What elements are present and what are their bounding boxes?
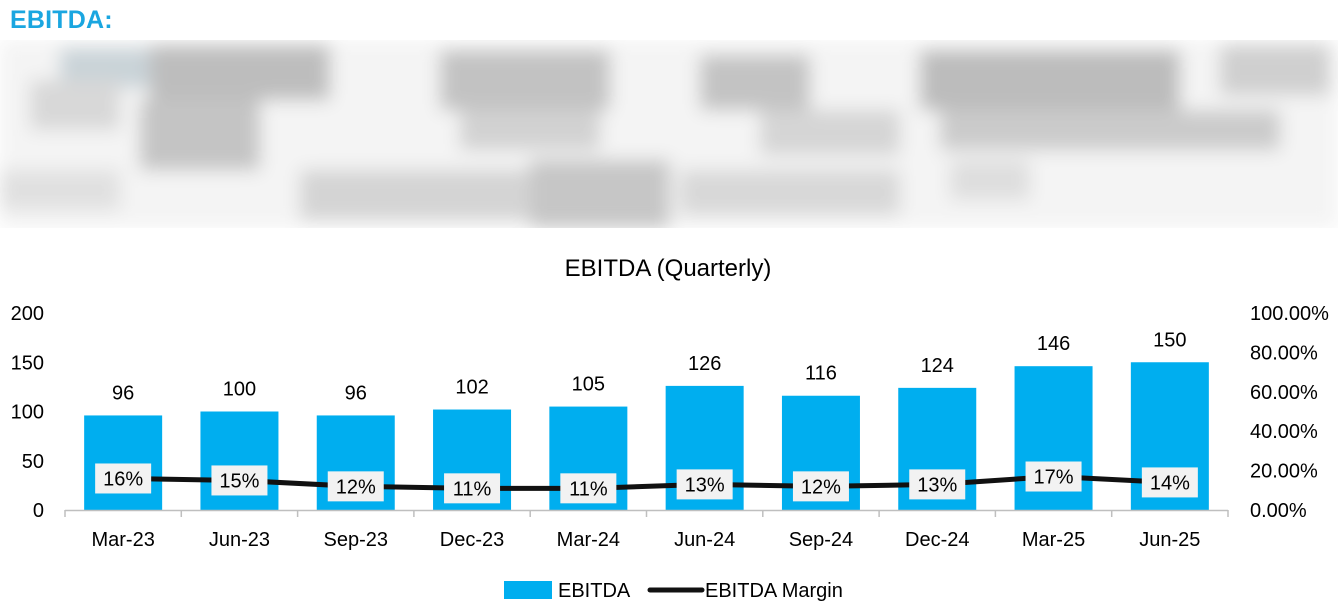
margin-label-box: [792, 471, 849, 502]
margin-label-box: [560, 473, 617, 504]
x-axis-category-labels: Mar-23 Jun-23 Sep-23 Dec-23 Mar-24 Jun-24 Sep-…: [91, 529, 1200, 551]
margin-label-text: 11%: [569, 478, 608, 500]
ebitda-margin-point-label: 13%: [909, 469, 966, 500]
ebitda-bar-labels: 96 100 96 102 105 126 116 124 146 150: [112, 329, 1187, 404]
x-axis-category-label: Mar-25: [1022, 529, 1085, 551]
margin-label-text: 17%: [1034, 467, 1074, 489]
ebitda-bar-value: 146: [1037, 333, 1070, 355]
ebitda-bar-value: 150: [1153, 329, 1186, 351]
margin-label-text: 12%: [336, 476, 376, 498]
margin-label-text: 13%: [685, 474, 725, 496]
left-axis-tick-label: 50: [22, 451, 44, 473]
ebitda-bar-value: 126: [688, 353, 721, 375]
margin-label-box: [444, 473, 501, 504]
margin-label-box: [1025, 461, 1082, 492]
chart-title: EBITDA (Quarterly): [565, 255, 772, 282]
margin-label-text: 13%: [917, 474, 957, 496]
margin-label-box: [676, 469, 733, 500]
x-axis-tick-marks: [64, 510, 1229, 517]
legend-margin-label: EBITDA Margin: [705, 580, 843, 602]
ebitda-bar-value: 102: [455, 377, 488, 399]
ebitda-bar-value: 96: [345, 382, 367, 404]
ebitda-chart: EBITDA (Quarterly) 0 50 100 150 200 0.00% 20.…: [11, 255, 1330, 602]
margin-label-text: 15%: [219, 470, 259, 492]
ebitda-margin-point-label: 16%: [95, 463, 152, 494]
right-axis-ticks: 0.00% 20.00% 40.00% 60.00% 80.00% 100.00%: [1250, 303, 1329, 522]
x-axis-category-label: Jun-24: [674, 529, 735, 551]
margin-label-text: 11%: [453, 478, 492, 500]
x-axis-category-label: Jun-25: [1139, 529, 1200, 551]
right-axis-tick-label: 0.00%: [1250, 500, 1307, 522]
x-axis-category-label: Sep-24: [789, 529, 854, 551]
margin-label-box: [909, 469, 966, 500]
right-axis-tick-label: 40.00%: [1250, 421, 1318, 443]
ebitda-margin-point-label: 15%: [211, 465, 268, 496]
x-axis-category-label: Mar-24: [557, 529, 620, 551]
legend-ebitda-swatch: [504, 581, 552, 599]
ebitda-margin-labels: 16% 15% 12% 11% 11% 13% 12% 13% 17% 14%: [95, 461, 1198, 504]
right-axis-tick-label: 80.00%: [1250, 342, 1318, 364]
ebitda-bar-value: 124: [921, 355, 954, 377]
ebitda-margin-point-label: 17%: [1025, 461, 1082, 492]
x-axis-category-label: Dec-23: [440, 529, 504, 551]
left-axis-tick-label: 100: [11, 402, 44, 424]
margin-label-box: [95, 463, 152, 494]
chart-legend: EBITDA EBITDA Margin: [504, 580, 843, 602]
x-axis-category-label: Sep-23: [324, 529, 389, 551]
ebitda-bar-value: 116: [805, 363, 837, 385]
legend-ebitda-label: EBITDA: [558, 580, 631, 602]
ebitda-margin-point-label: 12%: [792, 471, 849, 502]
left-axis-tick-label: 0: [33, 500, 44, 522]
right-axis-tick-label: 100.00%: [1250, 303, 1329, 325]
x-axis-category-label: Mar-23: [91, 529, 154, 551]
x-axis-category-label: Jun-23: [209, 529, 270, 551]
redacted-text-block: [0, 40, 1338, 228]
ebitda-margin-point-label: 14%: [1141, 467, 1198, 498]
ebitda-margin-point-label: 11%: [444, 473, 501, 504]
ebitda-margin-point-label: 12%: [327, 471, 384, 502]
ebitda-bar-value: 96: [112, 382, 134, 404]
right-axis-tick-label: 20.00%: [1250, 461, 1318, 483]
margin-label-box: [1141, 467, 1198, 498]
right-axis-tick-label: 60.00%: [1250, 382, 1318, 404]
x-axis-category-label: Dec-24: [905, 529, 969, 551]
ebitda-margin-line: [123, 474, 1170, 491]
ebitda-margin-point-label: 11%: [560, 473, 617, 504]
left-axis-ticks: 0 50 100 150 200: [11, 303, 44, 522]
left-axis-tick-label: 150: [11, 352, 44, 374]
margin-label-text: 16%: [103, 468, 143, 490]
ebitda-margin-point-label: 13%: [676, 469, 733, 500]
ebitda-bar-value: 100: [223, 379, 256, 401]
left-axis-tick-label: 200: [11, 303, 44, 325]
page-heading: EBITDA:: [10, 6, 113, 34]
margin-label-text: 14%: [1150, 472, 1190, 494]
margin-label-box: [211, 465, 268, 496]
margin-label-text: 12%: [801, 476, 841, 498]
margin-label-box: [327, 471, 384, 502]
ebitda-bar: [84, 415, 163, 510]
ebitda-bar-value: 105: [572, 374, 605, 396]
